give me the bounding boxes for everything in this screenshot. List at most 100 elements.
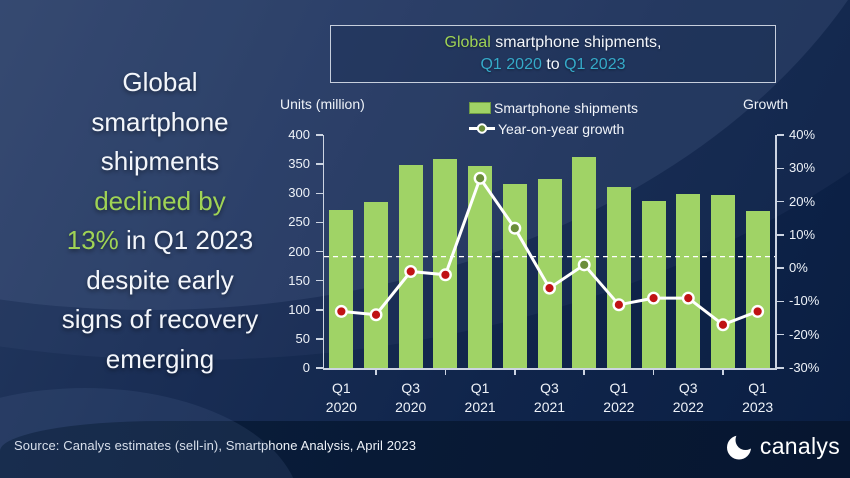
right-axis-label: 20% [789, 193, 816, 209]
growth-marker-q1-2022 [612, 298, 626, 312]
left-axis-tick [315, 192, 323, 194]
legend-label-growth: Year-on-year growth [498, 120, 625, 137]
x-axis-label-year: 2021 [464, 399, 496, 415]
left-axis-tick [315, 279, 323, 282]
shipment-bar-q1-2022 [606, 186, 631, 368]
x-axis-label-quarter: Q1 [332, 380, 351, 396]
bottom-axis-tick [375, 369, 377, 375]
growth-marker-q1-2023 [751, 304, 765, 318]
right-axis-label: 40% [789, 127, 816, 142]
chart-title-box: Global smartphone shipments, Q1 2020 to Q… [330, 25, 776, 83]
x-axis-label-year: 2021 [533, 399, 566, 415]
bottom-axis-tick [514, 369, 516, 375]
text-segment: despite early [86, 264, 234, 295]
right-axis-tick [776, 134, 784, 136]
bottom-axis-tick [444, 369, 447, 375]
text-segment: to [541, 56, 565, 73]
left-axis-tick [315, 134, 323, 136]
left-axis-tick [315, 221, 323, 224]
growth-marker-q1-2020 [334, 304, 348, 318]
right-axis-tick [776, 267, 784, 269]
x-axis-label-year: 2020 [325, 399, 357, 415]
left-axis-label: 100 [288, 301, 310, 317]
shipment-bar-q2-2022 [641, 200, 666, 368]
growth-marker-q2-2022 [647, 291, 661, 305]
shipment-bar-q2-2020 [364, 202, 389, 368]
canalys-logo: canalys [725, 432, 840, 461]
growth-marker-q4-2021 [577, 258, 591, 272]
right-axis-label: 0% [789, 260, 808, 276]
growth-marker-q4-2020 [438, 268, 452, 282]
headline: Global smartphone shipments declined by 13% … [4, 63, 316, 379]
right-axis-label: -20% [789, 326, 820, 342]
bottom-axis-line [322, 368, 777, 370]
x-axis-label-quarter: Q1 [609, 380, 629, 396]
growth-marker-q1-2021 [473, 171, 487, 185]
x-axis-label-year: 2022 [672, 399, 704, 415]
left-axis-label: 50 [295, 330, 310, 346]
text-segment: declined by [94, 185, 226, 216]
shipment-bar-q4-2020 [433, 158, 458, 368]
x-axis-label-year: 2023 [742, 399, 774, 415]
text-segment: 13% [66, 225, 119, 255]
growth-marker-q3-2021 [542, 281, 556, 295]
x-axis-label-q3-2020: Q3 2020 [376, 379, 446, 417]
canalys-logo-icon [725, 432, 753, 461]
text-segment: smartphone [91, 106, 229, 137]
left-axis-tick [315, 338, 323, 340]
x-axis-label-q1-2022: Q1 2022 [584, 379, 654, 417]
text-segment: Global [444, 34, 491, 51]
left-axis-label: 0 [302, 360, 310, 375]
left-axis-label: 250 [288, 214, 310, 230]
growth-marker-q2-2020 [369, 308, 383, 322]
x-axis-label-year: 2022 [603, 399, 635, 415]
x-axis-label-q1-2021: Q1 2021 [445, 379, 515, 417]
shipment-bar-q1-2020 [329, 209, 354, 368]
bottom-axis-tick [722, 369, 724, 375]
legend-item-shipments: Smartphone shipments [469, 99, 638, 116]
x-axis-label-quarter: Q1 [748, 380, 767, 396]
right-axis-tick [776, 234, 784, 236]
right-axis-tick [776, 333, 784, 336]
text-line: Q1 2020 to Q1 2023 [331, 54, 775, 76]
growth-line [341, 175, 759, 327]
text-segment: in Q1 2023 [118, 225, 254, 255]
text-segment: Global [122, 67, 198, 97]
left-axis-label: 350 [288, 156, 310, 172]
x-axis-label-q1-2023: Q1 2023 [723, 379, 793, 417]
text-line: declined by [4, 182, 316, 222]
right-axis-label: -30% [789, 360, 820, 375]
source-text: Source: Canalys estimates (sell-in), Sma… [14, 438, 417, 453]
right-axis-tick [776, 300, 784, 303]
bottom-axis-tick [583, 369, 585, 375]
text-line: smartphone [4, 103, 316, 143]
text-line: emerging [4, 340, 316, 380]
legend-item-growth: Year-on-year growth [469, 120, 638, 137]
left-axis-tick [315, 367, 323, 369]
left-axis-tick [315, 309, 323, 311]
left-axis-line [322, 135, 324, 369]
x-axis-label-quarter: Q3 [678, 380, 698, 396]
text-line: despite early [4, 261, 316, 301]
x-axis-label-q3-2021: Q3 2021 [515, 379, 585, 417]
x-axis-label-q3-2022: Q3 2022 [653, 379, 723, 417]
x-axis-label-year: 2020 [395, 399, 427, 415]
plot-area: 0 50 100 150 200 250 300 350 400 -30% -20% -10% 0% 10… [288, 127, 819, 415]
text-line: shipments [4, 142, 316, 182]
left-axis-tick [315, 250, 323, 253]
canalys-logo-text: canalys [759, 433, 840, 459]
growth-marker-q2-2021 [508, 221, 522, 235]
growth-marker-q3-2022 [681, 291, 695, 305]
growth-line-layer [324, 171, 775, 332]
right-axis-label: -10% [789, 293, 820, 309]
right-axis-title: Growth [743, 96, 789, 112]
x-axis-label-quarter: Q1 [470, 380, 490, 396]
text-line: Global [4, 63, 316, 103]
footer: Source: Canalys estimates (sell-in), Sma… [0, 388, 850, 478]
shipment-bar-q1-2023 [745, 210, 770, 368]
right-axis-line [775, 135, 777, 369]
left-axis-label: 200 [288, 243, 310, 259]
right-axis-label: 30% [789, 160, 816, 176]
text-segment: Q1 2023 [564, 56, 626, 73]
x-axis-label-quarter: Q3 [540, 380, 559, 396]
